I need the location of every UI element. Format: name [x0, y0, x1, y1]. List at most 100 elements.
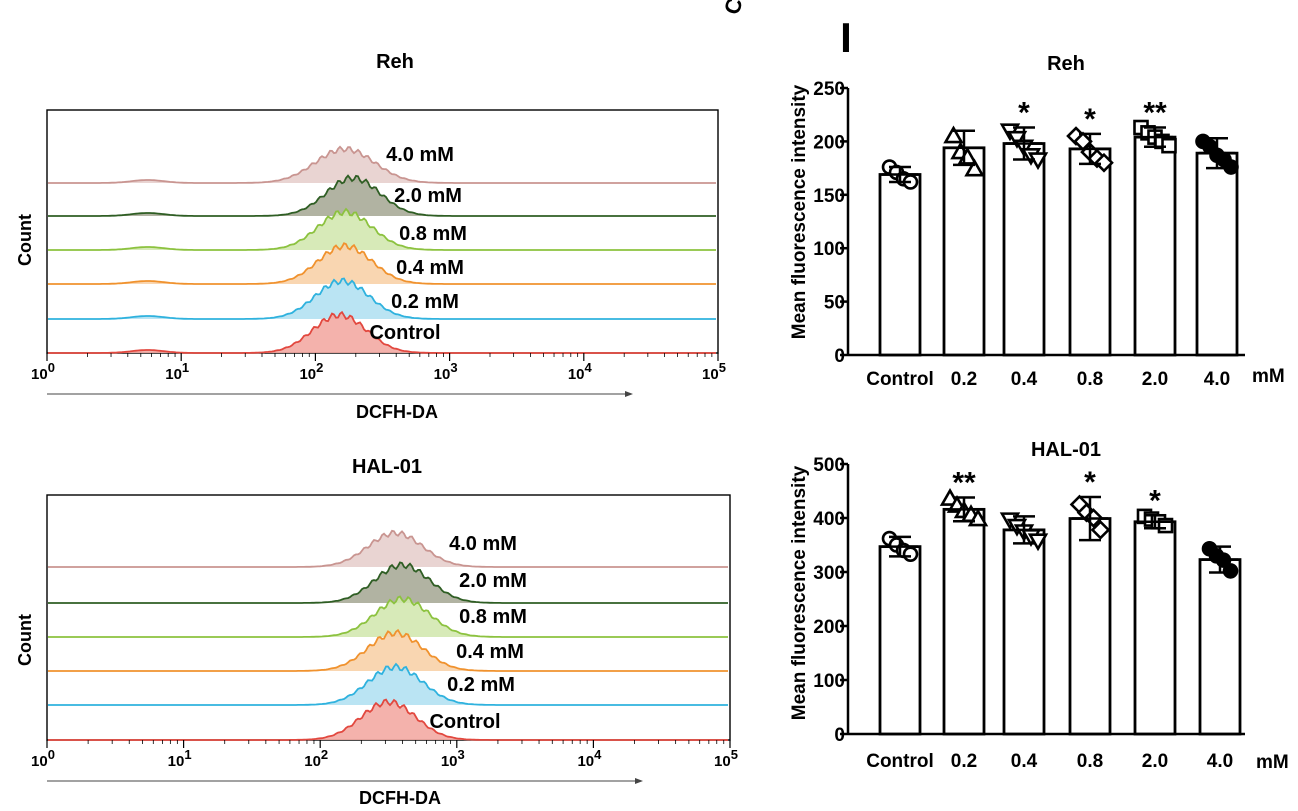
x-tick-label-Control: Control — [866, 369, 934, 390]
histogram-curve-1 — [48, 145, 716, 184]
x-tick-label: 104 — [568, 360, 593, 383]
histogram-fill-1 — [48, 530, 729, 567]
x-tick-label: 105 — [714, 747, 738, 770]
y-tick-label: 0 — [834, 346, 845, 367]
reh-bar-ylabel: Mean fluorescence intensity — [789, 84, 810, 339]
x-tick-label-0.2: 0.2 — [951, 751, 977, 772]
bar-0.2 — [942, 507, 986, 736]
reh-histogram-ylabel: Count — [15, 214, 35, 266]
y-tick-label: 200 — [813, 617, 845, 638]
data-point — [1027, 533, 1049, 552]
bar-4.0 — [1198, 558, 1242, 736]
bar-0.4 — [1002, 142, 1046, 357]
histogram-series-label-1: 4.0 mM — [449, 533, 517, 555]
x-tick-label-0.4: 0.4 — [1011, 369, 1038, 390]
x-tick-label: 102 — [299, 360, 323, 383]
histogram-fill-3 — [48, 596, 729, 637]
histogram-fill-4 — [48, 243, 717, 284]
x-tick-label-4.0: 4.0 — [1204, 369, 1230, 390]
y-tick-label: 250 — [813, 79, 845, 100]
reh-histogram-curves — [48, 145, 717, 354]
x-tick-label: 100 — [31, 747, 55, 770]
histogram-series-label-3: 0.8 mM — [399, 223, 467, 245]
x-tick-label-0.4: 0.4 — [1011, 751, 1038, 772]
x-tick-label: 103 — [434, 360, 458, 383]
reh-bar-unit: mM — [1252, 366, 1285, 387]
bar-2.0 — [1133, 520, 1177, 736]
bar-4.0 — [1195, 151, 1239, 357]
bar-0.4 — [1002, 528, 1046, 736]
hal01-bar-chart: HAL-01 Mean fluorescence intensity 0 100 2… — [789, 439, 1289, 773]
bar-Control — [878, 173, 922, 357]
data-point — [902, 546, 919, 562]
bar-0.8 — [1068, 147, 1112, 357]
histogram-fill-6 — [48, 312, 717, 353]
reh-bar-xaxis: Control 0.2 0.4 0.8 2.0 4.0 — [866, 369, 1230, 390]
histogram-series-label-5: 0.2 mM — [447, 674, 515, 696]
reh-histogram-panel: Reh 4.0 mM 2.0 mM 0.8 mM 0.4 mM 0.2 mM Contro… — [15, 51, 726, 422]
x-tick-label: 101 — [165, 360, 189, 383]
histogram-curve-4 — [48, 628, 728, 672]
y-tick-label: 200 — [813, 132, 845, 153]
histogram-series-label-6: Control — [369, 322, 440, 344]
histogram-fill-5 — [48, 278, 717, 319]
histogram-series-label-1: 4.0 mM — [386, 144, 454, 166]
histogram-fill-3 — [48, 209, 717, 250]
histogram-series-label-3: 0.8 mM — [459, 606, 527, 628]
bar-0.2 — [942, 146, 986, 357]
histogram-fill-5 — [48, 664, 729, 705]
y-tick-label: 100 — [813, 671, 845, 692]
hal01-bar-ylabel: Mean fluorescence intensity — [789, 465, 810, 720]
histogram-curve-2 — [48, 174, 716, 217]
histogram-curve-3 — [48, 595, 728, 638]
data-point — [1094, 152, 1114, 173]
significance-mark: * — [1018, 97, 1030, 130]
histogram-fill-4 — [48, 630, 729, 671]
x-tick-label-0.8: 0.8 — [1077, 369, 1103, 390]
histogram-fill-6 — [48, 699, 729, 740]
x-tick-label-2.0: 2.0 — [1142, 369, 1168, 390]
hal01-bar-marks: ** ** — [878, 466, 1242, 736]
hal01-bar-unit: mM — [1256, 752, 1289, 773]
x-tick-label-4.0: 4.0 — [1207, 751, 1233, 772]
bar-Control — [878, 545, 922, 736]
reh-histogram-labels: 4.0 mM 2.0 mM 0.8 mM 0.4 mM 0.2 mM Control — [369, 144, 466, 344]
histogram-series-label-6: Control — [429, 711, 500, 733]
x-tick-label-2.0: 2.0 — [1142, 751, 1168, 772]
hal01-histogram-title: HAL-01 — [352, 456, 422, 478]
y-tick-label: 300 — [813, 563, 845, 584]
bar-2.0 — [1133, 135, 1177, 357]
reh-histogram-xlabel: DCFH-DA — [356, 402, 438, 422]
data-point — [1222, 563, 1239, 579]
histogram-curve-5 — [48, 662, 728, 706]
hal01-bar-xaxis: Control 0.2 0.4 0.8 2.0 4.0 — [866, 751, 1233, 772]
reh-histogram-title: Reh — [376, 51, 414, 73]
hal01-histogram-xlabel: DCFH-DA — [359, 788, 441, 808]
histogram-series-label-5: 0.2 mM — [391, 291, 459, 313]
histogram-curve-4 — [48, 242, 716, 285]
reh-histogram-xaxis: 100 101 102 103 104 105 — [31, 353, 726, 383]
hal01-histogram-arrow-head — [635, 778, 643, 784]
hal01-histogram-panel: HAL-01 4.0 mM 2.0 mM 0.8 mM 0.4 mM 0.2 mM Con… — [15, 456, 738, 808]
hal01-bar-title: HAL-01 — [1031, 439, 1101, 461]
clipped-label: Co — [719, 0, 752, 18]
x-tick-label: 104 — [577, 747, 602, 770]
histogram-curve-1 — [48, 529, 728, 568]
data-point — [1090, 520, 1111, 540]
histogram-series-label-4: 0.4 mM — [456, 641, 524, 663]
significance-mark: ** — [1143, 97, 1167, 130]
y-tick-label: 50 — [824, 293, 845, 314]
significance-mark: * — [1084, 466, 1096, 499]
histogram-series-label-4: 0.4 mM — [396, 257, 464, 279]
x-tick-label-0.8: 0.8 — [1077, 751, 1103, 772]
hal01-histogram-ylabel: Count — [15, 614, 35, 666]
data-point — [943, 125, 964, 144]
y-tick-label: 150 — [813, 186, 845, 207]
y-tick-label: 400 — [813, 509, 845, 530]
hal01-histogram-curves — [48, 529, 729, 741]
histogram-series-label-2: 2.0 mM — [394, 185, 462, 207]
data-point — [1006, 130, 1028, 149]
hal01-histogram-xaxis: 100 101 102 103 104 105 — [31, 740, 738, 770]
reh-bar-title: Reh — [1047, 53, 1085, 75]
